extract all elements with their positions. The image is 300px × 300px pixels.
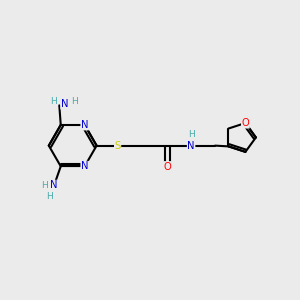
Text: O: O [242, 118, 249, 128]
Text: H: H [51, 97, 58, 106]
Text: H: H [46, 192, 52, 201]
Text: O: O [163, 162, 171, 172]
Text: N: N [61, 99, 68, 109]
Text: H: H [188, 130, 195, 139]
Text: N: N [81, 120, 88, 130]
Text: H: H [41, 181, 48, 190]
Text: N: N [188, 141, 195, 151]
Text: S: S [115, 141, 121, 151]
Text: N: N [50, 180, 57, 190]
Text: N: N [81, 161, 88, 171]
Text: H: H [71, 97, 78, 106]
